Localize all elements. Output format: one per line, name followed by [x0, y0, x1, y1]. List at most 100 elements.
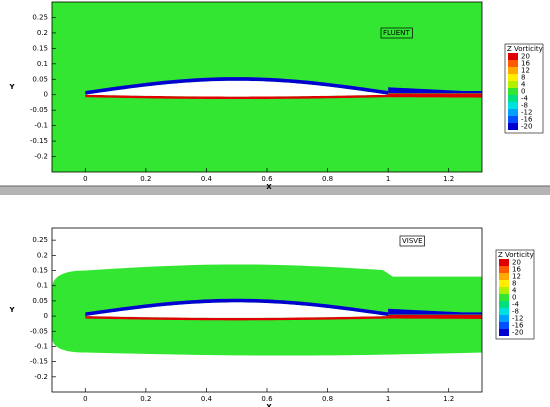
legend-swatch	[508, 67, 518, 74]
x-tick-label: 1	[386, 395, 390, 403]
legend-title: Z Vorticity	[498, 251, 534, 259]
y-tick-label: 0.1	[37, 60, 48, 68]
legend-swatch	[508, 60, 518, 67]
legend-label: 12	[521, 67, 530, 75]
legend-label: 16	[512, 266, 521, 274]
legend-swatch	[508, 74, 518, 81]
legend-label: 16	[521, 60, 530, 68]
legend-swatch	[499, 294, 509, 301]
x-tick-label: 0.6	[261, 175, 273, 183]
legend-swatch	[499, 259, 509, 266]
legend-label: -12	[521, 109, 532, 117]
legend-label: -8	[512, 308, 519, 316]
x-tick-label: 0.4	[201, 175, 213, 183]
legend-swatch	[499, 322, 509, 329]
vortex-wake	[388, 308, 482, 315]
legend-swatch	[499, 266, 509, 273]
y-tick-label: -0.1	[34, 342, 48, 350]
x-tick-label: 1	[386, 175, 390, 183]
legend-swatch	[508, 53, 518, 60]
legend-label: -12	[512, 315, 523, 323]
vortex-wake	[388, 93, 482, 98]
legend-label: -20	[512, 329, 523, 337]
y-tick-label: 0.1	[37, 282, 48, 290]
legend-label: 0	[512, 294, 516, 302]
x-tick-label: 1.2	[443, 175, 454, 183]
airfoil	[85, 302, 389, 318]
legend-label: -20	[521, 123, 532, 131]
legend-title: Z Vorticity	[507, 45, 543, 53]
legend-label: -4	[512, 301, 520, 309]
legend-label: -4	[521, 95, 529, 103]
legend-swatch	[508, 123, 518, 130]
legend-label: 4	[521, 81, 526, 89]
y-tick-label: 0.25	[32, 13, 48, 21]
x-tick-label: 1.2	[443, 395, 454, 403]
legend-label: 20	[512, 259, 521, 267]
legend-label: -16	[512, 322, 524, 330]
x-axis-label: X	[266, 183, 272, 191]
y-tick-label: -0.05	[30, 106, 48, 114]
vortex-wake	[388, 314, 482, 319]
y-tick-label: 0.05	[32, 75, 48, 83]
legend-label: 20	[521, 53, 530, 61]
x-tick-label: 0.8	[322, 395, 333, 403]
legend-swatch	[508, 109, 518, 116]
annotation-box	[399, 235, 425, 247]
legend-label: 8	[521, 74, 525, 82]
x-tick-label: 0.6	[261, 395, 273, 403]
legend-label: 0	[521, 88, 525, 96]
annotation-box	[380, 27, 413, 39]
x-tick-label: 0	[83, 175, 87, 183]
y-tick-label: -0.1	[34, 122, 48, 130]
y-tick-label: 0.15	[32, 44, 48, 52]
vortex-band	[85, 316, 389, 321]
legend-label: 12	[512, 273, 521, 281]
legend-swatch	[499, 315, 509, 322]
legend-label: -8	[521, 102, 528, 110]
legend-label: 4	[512, 287, 517, 295]
vortex-wake	[388, 87, 482, 94]
y-tick-label: 0.15	[32, 267, 48, 275]
y-tick-label: 0.2	[37, 251, 48, 259]
y-tick-label: -0.2	[34, 153, 48, 161]
x-tick-label: 0.8	[322, 175, 333, 183]
legend-swatch	[508, 81, 518, 88]
y-tick-label: 0.2	[37, 29, 48, 37]
legend-label: -16	[521, 116, 533, 124]
y-tick-label: -0.15	[30, 358, 48, 366]
legend-swatch	[499, 273, 509, 280]
legend-swatch	[499, 280, 509, 287]
annotation: VISVE	[402, 237, 423, 245]
legend-swatch	[499, 308, 509, 315]
legend-label: 8	[512, 280, 516, 288]
annotation: FLUENT	[383, 29, 410, 37]
y-tick-label: 0	[44, 91, 48, 99]
y-tick-label: -0.15	[30, 137, 48, 145]
vortex-band	[85, 94, 389, 100]
y-tick-label: 0.05	[32, 297, 48, 305]
legend-swatch	[508, 88, 518, 95]
y-tick-label: 0	[44, 312, 48, 320]
airfoil	[85, 80, 389, 97]
y-tick-label: -0.05	[30, 327, 48, 335]
y-axis-label: Y	[8, 83, 15, 91]
x-tick-label: 0.2	[140, 395, 151, 403]
legend-swatch	[508, 102, 518, 109]
legend-swatch	[508, 95, 518, 102]
legend-swatch	[499, 301, 509, 308]
y-axis-label: Y	[8, 306, 15, 314]
vortex-band	[85, 77, 389, 95]
vortex-band	[85, 298, 389, 317]
x-tick-label: 0.2	[140, 175, 151, 183]
separator	[0, 186, 550, 195]
y-tick-label: -0.2	[34, 373, 48, 381]
legend-swatch	[499, 287, 509, 294]
legend-swatch	[508, 116, 518, 123]
y-tick-label: 0.25	[32, 236, 48, 244]
x-axis-label: X	[266, 403, 272, 407]
legend-swatch	[499, 329, 509, 336]
x-tick-label: 0.4	[201, 395, 213, 403]
x-tick-label: 0	[83, 395, 87, 403]
